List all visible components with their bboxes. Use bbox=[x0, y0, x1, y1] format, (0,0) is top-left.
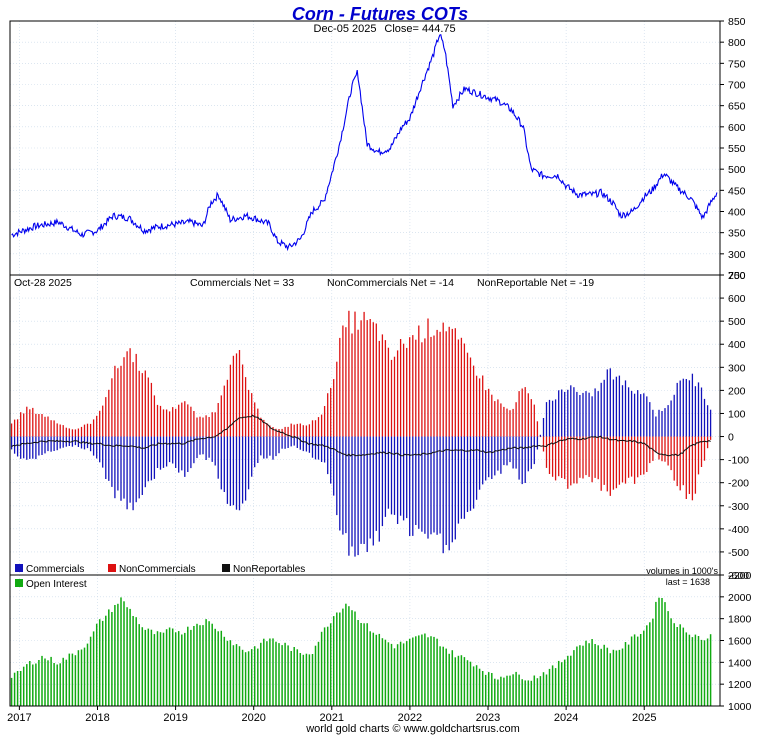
price-line bbox=[11, 33, 718, 252]
price-axis-tick-label: 650 bbox=[728, 101, 746, 113]
open-interest-panel: 1000 1200 1400 1600 1800 2000 2200 Open Intere… bbox=[9, 570, 752, 713]
net-axis-tick-label: 700 bbox=[728, 270, 746, 282]
oi-axis-tick-label: 2000 bbox=[728, 592, 752, 604]
legend-open-interest: Open Interest bbox=[26, 579, 87, 590]
price-axis-tick-label: 600 bbox=[728, 122, 746, 134]
price-axis-tick-label: 350 bbox=[728, 228, 746, 240]
x-axis-year-label: 2024 bbox=[554, 712, 578, 724]
net-positions-panel: -600 -500 -400 -300 -200 -100 0 100 200 300 400 500… bbox=[9, 270, 749, 582]
x-axis-year-label: 2023 bbox=[476, 712, 500, 724]
legend-nonreportables: NonReportables bbox=[233, 564, 305, 575]
net-axis-tick-label: -400 bbox=[728, 524, 749, 536]
oi-axis-tick-label: 1800 bbox=[728, 614, 752, 626]
commercials-net-label: Commercials Net = 33 bbox=[190, 277, 294, 289]
net-date-label: Oct-28 2025 bbox=[14, 277, 72, 289]
price-axis: 250 300 350 400 450 500 550 600 650 700 750 800 850 bbox=[720, 16, 746, 282]
net-axis-tick-label: -300 bbox=[728, 501, 749, 513]
nonreportables-line bbox=[11, 414, 711, 457]
net-axis-tick-label: 0 bbox=[728, 432, 734, 444]
price-axis-tick-label: 850 bbox=[728, 16, 746, 28]
net-axis-tick-label: -100 bbox=[728, 455, 749, 467]
legend-nonreportables-swatch bbox=[222, 564, 230, 572]
oi-axis-tick-label: 1400 bbox=[728, 657, 752, 669]
net-axis-tick-label: -500 bbox=[728, 547, 749, 559]
legend-noncommercials-swatch bbox=[108, 564, 116, 572]
price-axis-tick-label: 400 bbox=[728, 207, 746, 219]
legend-open-interest-swatch bbox=[15, 579, 23, 587]
price-axis-tick-label: 700 bbox=[728, 80, 746, 92]
oi-axis-tick-label: 1600 bbox=[728, 636, 752, 648]
price-axis-tick-label: 500 bbox=[728, 164, 746, 176]
price-close: Close= 444.75 bbox=[384, 23, 455, 35]
price-panel: 250 300 350 400 450 500 550 600 650 700 750 800 850 bbox=[9, 16, 746, 282]
price-axis-tick-label: 800 bbox=[728, 37, 746, 49]
price-date: Dec-05 2025 bbox=[314, 23, 377, 35]
net-axis-tick-label: 400 bbox=[728, 339, 746, 351]
legend-commercials: Commercials bbox=[26, 564, 84, 575]
x-axis-year-label: 2019 bbox=[163, 712, 187, 724]
net-axis-tick-label: 500 bbox=[728, 316, 746, 328]
net-positions-bars bbox=[10, 310, 712, 557]
price-axis-tick-label: 550 bbox=[728, 143, 746, 155]
nonreportable-net-label: NonReportable Net = -19 bbox=[477, 277, 594, 289]
price-axis-tick-label: 750 bbox=[728, 58, 746, 70]
x-axis-year-label: 2017 bbox=[7, 712, 31, 724]
legend-commercials-swatch bbox=[15, 564, 23, 572]
net-axis-tick-label: -600 bbox=[728, 570, 749, 582]
oi-axis-tick-label: 1200 bbox=[728, 679, 752, 691]
chart-title: Corn - Futures COTs bbox=[292, 4, 468, 24]
price-axis-tick-label: 450 bbox=[728, 185, 746, 197]
price-axis-tick-label: 250 bbox=[728, 270, 746, 282]
x-axis-year-label: 2018 bbox=[85, 712, 109, 724]
price-axis-tick-label: 300 bbox=[728, 249, 746, 261]
x-axis-year-label: 2020 bbox=[241, 712, 265, 724]
last-open-interest-label: last = 1638 bbox=[666, 577, 710, 587]
oi-axis-tick-label: 2200 bbox=[728, 570, 752, 582]
oi-axis-tick-label: 1000 bbox=[728, 701, 752, 713]
net-axis-tick-label: 200 bbox=[728, 385, 746, 397]
x-axis: 2017 2018 2019 2020 2021 2022 2023 2024 2025 bbox=[7, 706, 656, 724]
open-interest-bars bbox=[10, 597, 712, 706]
open-interest-frame bbox=[9, 574, 721, 707]
net-positions-axis: -600 -500 -400 -300 -200 -100 0 100 200 300 400 500… bbox=[720, 270, 749, 582]
x-axis-year-label: 2021 bbox=[320, 712, 344, 724]
net-axis-tick-label: 300 bbox=[728, 362, 746, 374]
net-axis-tick-label: 100 bbox=[728, 408, 746, 420]
open-interest-axis: 1000 1200 1400 1600 1800 2000 2200 bbox=[720, 570, 752, 713]
x-axis-year-label: 2022 bbox=[398, 712, 422, 724]
noncommercials-net-label: NonCommercials Net = -14 bbox=[327, 277, 454, 289]
legend-noncommercials: NonCommercials bbox=[119, 564, 196, 575]
net-axis-tick-label: 600 bbox=[728, 293, 746, 305]
x-axis-year-label: 2025 bbox=[632, 712, 656, 724]
net-axis-tick-label: -200 bbox=[728, 478, 749, 490]
volumes-label: volumes in 1000's bbox=[646, 566, 718, 576]
footer-credit: world gold charts © www.goldchartsrus.co… bbox=[305, 723, 520, 735]
